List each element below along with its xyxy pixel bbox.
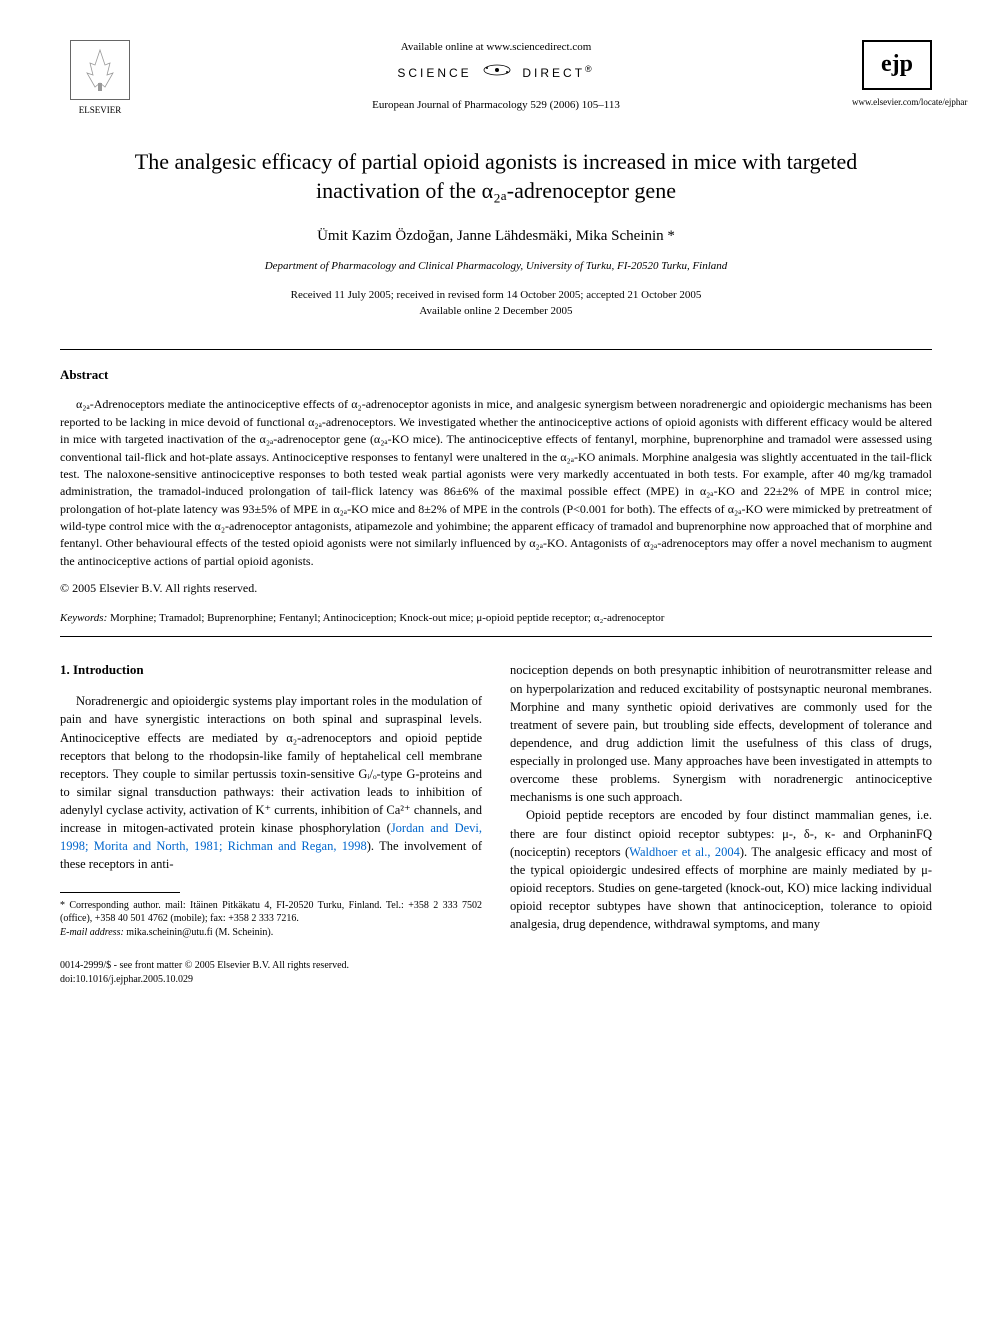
sd-atom-icon bbox=[482, 63, 512, 82]
footer-left: 0014-2999/$ - see front matter © 2005 El… bbox=[60, 959, 349, 987]
column-right: nociception depends on both presynaptic … bbox=[510, 661, 932, 939]
intro-paragraph-2: Opioid peptide receptors are encoded by … bbox=[510, 806, 932, 933]
availability-text: Available online at www.sciencedirect.co… bbox=[140, 40, 852, 55]
elsevier-logo: ELSEVIER bbox=[60, 40, 140, 117]
page-header: ELSEVIER Available online at www.science… bbox=[60, 40, 932, 117]
ejp-box: ejp bbox=[862, 40, 932, 90]
article-title: The analgesic efficacy of partial opioid… bbox=[100, 147, 892, 206]
keywords: Keywords: Morphine; Tramadol; Buprenorph… bbox=[60, 611, 932, 626]
journal-url: www.elsevier.com/locate/ejphar bbox=[852, 96, 932, 109]
corresponding-author-footnote: * Corresponding author. mail: Itäinen Pi… bbox=[60, 899, 482, 940]
affiliation: Department of Pharmacology and Clinical … bbox=[60, 259, 932, 274]
citation: European Journal of Pharmacology 529 (20… bbox=[140, 98, 852, 113]
intro-paragraph-1: Noradrenergic and opioidergic systems pl… bbox=[60, 692, 482, 873]
divider bbox=[60, 636, 932, 637]
footnote-email: E-mail address: mika.scheinin@utu.fi (M.… bbox=[60, 926, 482, 940]
authors: Ümit Kazim Özdoğan, Janne Lähdesmäki, Mi… bbox=[60, 226, 932, 247]
intro-paragraph-1-cont: nociception depends on both presynaptic … bbox=[510, 661, 932, 806]
abstract-text: α₂ₐ-Adrenoceptors mediate the antinocice… bbox=[60, 396, 932, 570]
elsevier-tree-icon bbox=[70, 40, 130, 100]
journal-logo: ejp www.elsevier.com/locate/ejphar bbox=[852, 40, 932, 109]
page-footer: 0014-2999/$ - see front matter © 2005 El… bbox=[60, 959, 932, 987]
column-left: 1. Introduction Noradrenergic and opioid… bbox=[60, 661, 482, 939]
reference-link[interactable]: Waldhoer et al., 2004 bbox=[629, 845, 740, 859]
introduction-heading: 1. Introduction bbox=[60, 661, 482, 680]
copyright: © 2005 Elsevier B.V. All rights reserved… bbox=[60, 580, 932, 597]
divider bbox=[60, 349, 932, 350]
body-columns: 1. Introduction Noradrenergic and opioid… bbox=[60, 661, 932, 939]
abstract-heading: Abstract bbox=[60, 366, 932, 384]
footnote-separator bbox=[60, 892, 180, 893]
header-center: Available online at www.sciencedirect.co… bbox=[140, 40, 852, 114]
article-dates: Received 11 July 2005; received in revis… bbox=[60, 288, 932, 319]
elsevier-label: ELSEVIER bbox=[79, 104, 122, 117]
sciencedirect-logo: SCIENCE DIRECT® bbox=[140, 63, 852, 82]
